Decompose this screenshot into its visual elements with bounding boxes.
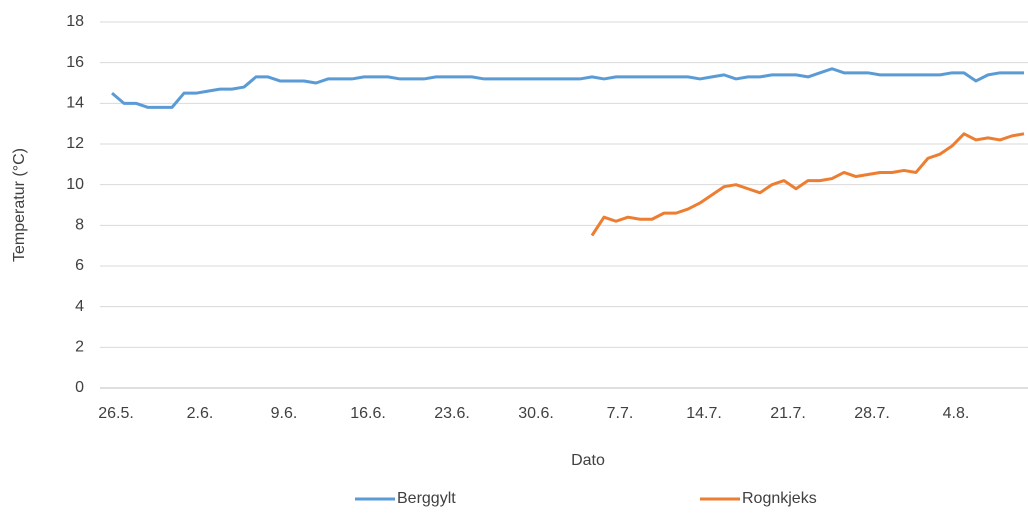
y-axis-label: Temperatur (°C) [11, 148, 28, 262]
y-tick-label: 0 [75, 379, 84, 396]
x-tick-label: 9.6. [271, 405, 298, 422]
x-tick-label: 7.7. [607, 405, 634, 422]
x-axis-label: Dato [571, 452, 605, 469]
y-tick-label: 10 [66, 176, 84, 193]
legend-label: Berggylt [397, 490, 456, 507]
y-tick-label: 6 [75, 257, 84, 274]
x-tick-label: 30.6. [518, 405, 554, 422]
legend-label: Rognkjeks [742, 490, 817, 507]
x-tick-label: 4.8. [943, 405, 970, 422]
y-tick-label: 14 [66, 95, 84, 112]
series-line [590, 132, 1025, 237]
y-tick-label: 4 [75, 298, 84, 315]
x-tick-label: 21.7. [770, 405, 806, 422]
y-tick-label: 12 [66, 135, 84, 152]
x-tick-label: 26.5. [98, 405, 134, 422]
x-tick-label: 14.7. [686, 405, 722, 422]
x-tick-label: 28.7. [854, 405, 890, 422]
x-tick-label: 16.6. [350, 405, 386, 422]
x-tick-label: 2.6. [187, 405, 214, 422]
y-tick-label: 18 [66, 13, 84, 30]
y-tick-label: 2 [75, 339, 84, 356]
x-tick-label: 23.6. [434, 405, 470, 422]
series-line [111, 67, 1024, 109]
y-tick-label: 16 [66, 54, 84, 71]
y-tick-label: 8 [75, 217, 84, 234]
